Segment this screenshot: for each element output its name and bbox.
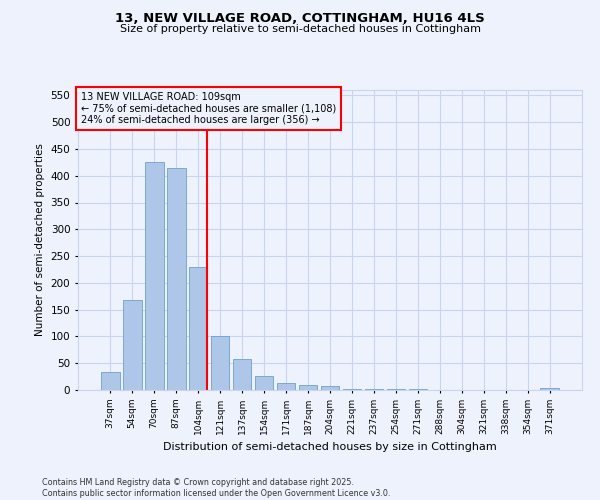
Bar [255, 376, 274, 390]
Bar [541, 388, 559, 390]
Bar [233, 359, 251, 390]
Text: 13, NEW VILLAGE ROAD, COTTINGHAM, HU16 4LS: 13, NEW VILLAGE ROAD, COTTINGHAM, HU16 4… [115, 12, 485, 26]
Bar [123, 300, 142, 390]
Bar [299, 385, 317, 390]
Bar [211, 336, 229, 390]
Bar [365, 389, 383, 390]
Bar [145, 162, 164, 390]
Y-axis label: Number of semi-detached properties: Number of semi-detached properties [35, 144, 45, 336]
Bar [167, 168, 185, 390]
Text: Size of property relative to semi-detached houses in Cottingham: Size of property relative to semi-detach… [119, 24, 481, 34]
Bar [189, 267, 208, 390]
Bar [320, 386, 340, 390]
X-axis label: Distribution of semi-detached houses by size in Cottingham: Distribution of semi-detached houses by … [163, 442, 497, 452]
Bar [277, 383, 295, 390]
Text: Contains HM Land Registry data © Crown copyright and database right 2025.
Contai: Contains HM Land Registry data © Crown c… [42, 478, 391, 498]
Bar [101, 372, 119, 390]
Bar [343, 389, 361, 390]
Text: 13 NEW VILLAGE ROAD: 109sqm
← 75% of semi-detached houses are smaller (1,108)
24: 13 NEW VILLAGE ROAD: 109sqm ← 75% of sem… [80, 92, 336, 124]
